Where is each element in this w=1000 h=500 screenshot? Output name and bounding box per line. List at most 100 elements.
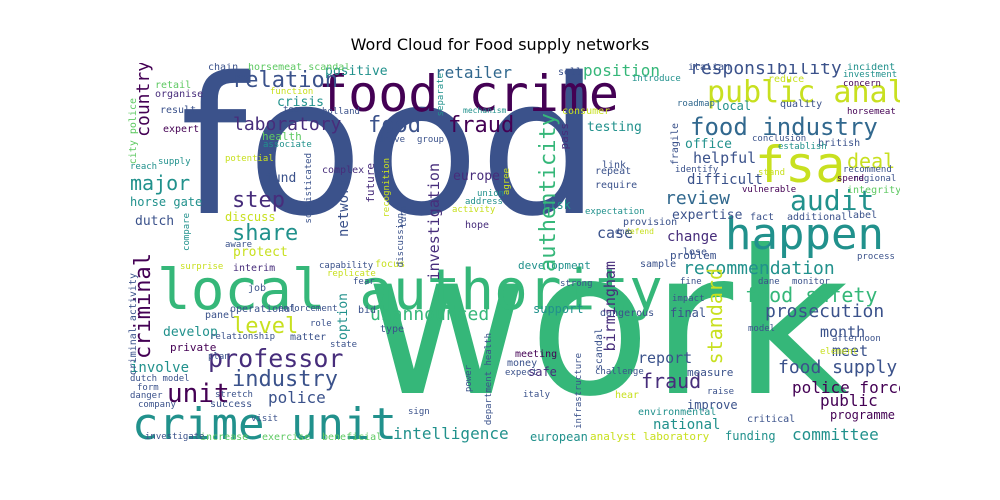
word: sophisticated [304, 153, 314, 224]
word: fragile [670, 123, 681, 166]
word: compare [182, 213, 192, 251]
word: funding [725, 429, 776, 443]
word: recommend [843, 165, 892, 175]
word: process [857, 252, 895, 262]
word: protect [233, 245, 288, 260]
word: drive [378, 135, 406, 145]
word: reduce [768, 74, 805, 85]
word: monitor [792, 277, 830, 287]
word: union [477, 189, 505, 199]
word: health [262, 130, 302, 143]
word: chain [208, 63, 239, 73]
word: involve [130, 360, 190, 376]
word: recognition [382, 158, 392, 218]
word: fraud [448, 113, 515, 138]
word: type [380, 324, 405, 335]
word: enforcement [278, 304, 338, 314]
word: meeting [515, 349, 558, 360]
word: interim [233, 263, 276, 274]
word: professor [208, 344, 344, 373]
word: major [130, 171, 191, 195]
word: exercise [262, 432, 311, 443]
word: operational [230, 304, 297, 315]
word: increase [200, 432, 249, 443]
word: lose [683, 247, 708, 258]
word: beneficial [322, 432, 383, 443]
word: review [665, 188, 731, 209]
word: positive [325, 64, 388, 79]
word: associate [263, 140, 312, 150]
word: responsibility [690, 63, 842, 79]
word: separate [436, 73, 446, 117]
word: form [137, 383, 159, 393]
word: horse gate [130, 195, 203, 209]
word: food safety [745, 283, 878, 307]
word: fear [353, 277, 375, 287]
word: europe [453, 169, 500, 184]
word: risk [542, 198, 571, 212]
word: investigate [145, 432, 205, 442]
word: italian [688, 63, 731, 73]
word: spend [837, 174, 865, 184]
word: expertise [672, 208, 743, 223]
word: success [210, 399, 253, 410]
word: model [748, 324, 776, 334]
word: develop [163, 325, 218, 340]
word: establish [778, 142, 827, 152]
word: result [160, 105, 197, 116]
word: dane [758, 277, 780, 287]
word: identify [675, 165, 719, 175]
word: food industry [690, 113, 878, 141]
word: hope [465, 220, 490, 231]
word: sample [640, 259, 677, 270]
word: happen [725, 209, 884, 260]
word: discuss [225, 210, 276, 224]
word: aware [225, 240, 253, 250]
word: job [248, 283, 267, 294]
word: stand [758, 168, 786, 178]
word: crime unit [132, 399, 397, 449]
word: change [667, 229, 718, 245]
word: challenge [595, 367, 644, 377]
word: deal [847, 149, 896, 173]
word: expert [163, 124, 200, 135]
word: dutch [135, 214, 175, 229]
word: laboratory [233, 114, 342, 135]
word: critical [747, 414, 796, 425]
word: additional [787, 212, 848, 223]
word: complex [322, 165, 365, 176]
word: agree [502, 168, 512, 196]
word: matter [290, 332, 327, 343]
word: panel [205, 310, 236, 321]
word: pass [558, 123, 571, 150]
word: share [232, 221, 299, 246]
word: police [268, 388, 326, 407]
word: team [283, 105, 305, 115]
word: investigation [425, 163, 443, 281]
word: relation [232, 68, 338, 93]
word: meet [832, 342, 869, 360]
word: horsemeat scandal [248, 63, 351, 73]
word: programme [830, 408, 896, 422]
word: expectation [585, 207, 645, 217]
word: repeat [595, 166, 632, 177]
word: police force [792, 378, 900, 397]
word: local authority [157, 258, 663, 323]
word: mechanism [463, 106, 507, 115]
word: birmingham [601, 261, 619, 352]
word: bid [358, 305, 377, 316]
word: development [518, 259, 591, 272]
word: introduce [632, 74, 681, 84]
word: work [365, 208, 849, 441]
word: industry [232, 367, 338, 392]
word: food supply [778, 357, 898, 378]
word: committee [792, 425, 879, 444]
word: focus [375, 259, 406, 270]
word: power [464, 365, 474, 393]
word: support [533, 302, 584, 316]
word: improve [687, 398, 738, 412]
word: level [232, 314, 299, 339]
word: fraud [641, 369, 702, 393]
word: unit [167, 379, 230, 409]
word: require [595, 180, 638, 191]
